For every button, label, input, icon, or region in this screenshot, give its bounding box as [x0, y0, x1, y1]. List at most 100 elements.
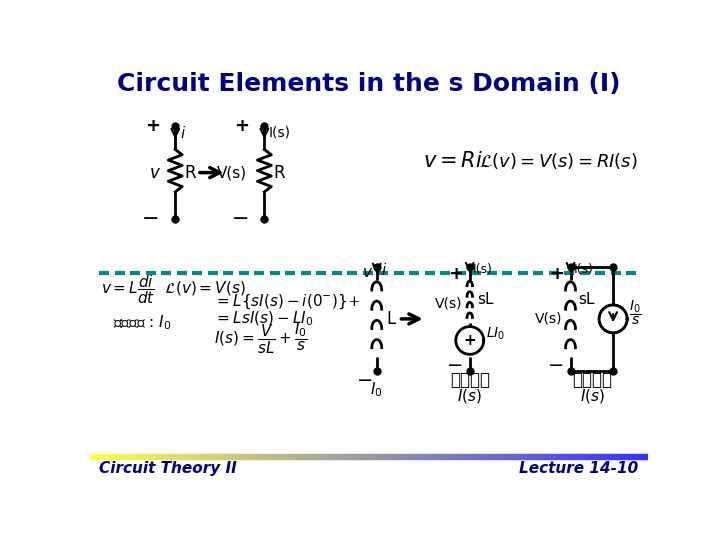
Bar: [354, 454, 355, 459]
Bar: [328, 454, 329, 459]
Bar: [223, 454, 224, 459]
Bar: [248, 454, 249, 459]
Bar: [444, 454, 445, 459]
Bar: [564, 454, 565, 459]
Bar: [487, 454, 488, 459]
Text: V(s): V(s): [217, 165, 248, 180]
Bar: [107, 454, 108, 459]
Bar: [357, 454, 358, 459]
Bar: [558, 454, 559, 459]
Bar: [303, 454, 304, 459]
Bar: [473, 454, 474, 459]
Bar: [263, 454, 264, 459]
Text: $i$: $i$: [180, 125, 186, 140]
Bar: [200, 454, 201, 459]
Bar: [306, 454, 307, 459]
Bar: [114, 454, 116, 459]
Bar: [402, 454, 403, 459]
Bar: [188, 454, 189, 459]
Bar: [161, 454, 162, 459]
Bar: [341, 454, 342, 459]
Bar: [538, 454, 539, 459]
Bar: [183, 454, 184, 459]
Bar: [250, 454, 251, 459]
Bar: [526, 454, 527, 459]
Bar: [125, 454, 126, 459]
Bar: [212, 454, 213, 459]
Bar: [617, 454, 618, 459]
Bar: [205, 454, 206, 459]
Bar: [572, 454, 573, 459]
Bar: [123, 454, 124, 459]
Bar: [118, 454, 119, 459]
Bar: [622, 454, 624, 459]
Bar: [543, 454, 544, 459]
Bar: [216, 454, 217, 459]
Bar: [575, 454, 576, 459]
Bar: [516, 454, 517, 459]
Bar: [569, 454, 570, 459]
Text: sL: sL: [477, 292, 494, 307]
Bar: [380, 454, 381, 459]
Bar: [346, 454, 347, 459]
Bar: [117, 454, 118, 459]
Bar: [506, 454, 507, 459]
Bar: [112, 454, 113, 459]
Bar: [591, 454, 592, 459]
Bar: [352, 454, 353, 459]
Bar: [203, 454, 204, 459]
Bar: [126, 454, 127, 459]
Bar: [497, 454, 498, 459]
Bar: [610, 454, 611, 459]
Bar: [301, 454, 302, 459]
Bar: [438, 454, 439, 459]
Text: 초기전류 : $I_0$: 초기전류 : $I_0$: [113, 313, 171, 332]
Bar: [338, 454, 339, 459]
Bar: [466, 454, 467, 459]
Bar: [127, 454, 128, 459]
Text: Lecture 14-10: Lecture 14-10: [519, 461, 639, 476]
Bar: [595, 454, 596, 459]
Bar: [586, 454, 587, 459]
Text: I(s): I(s): [473, 263, 492, 276]
Bar: [627, 454, 628, 459]
Bar: [521, 454, 522, 459]
Bar: [94, 454, 96, 459]
Bar: [612, 454, 613, 459]
Text: I(s): I(s): [574, 263, 593, 276]
Bar: [407, 454, 408, 459]
Bar: [455, 454, 456, 459]
Bar: [369, 454, 370, 459]
Text: −: −: [447, 356, 464, 375]
Bar: [412, 454, 413, 459]
Text: $I(s)$: $I(s)$: [580, 387, 605, 405]
Bar: [509, 454, 510, 459]
Text: −: −: [143, 209, 160, 229]
Bar: [483, 454, 484, 459]
Text: $v$: $v$: [361, 265, 373, 280]
Bar: [453, 454, 454, 459]
Bar: [496, 454, 497, 459]
Bar: [253, 454, 254, 459]
Bar: [143, 454, 144, 459]
Bar: [171, 454, 172, 459]
Bar: [548, 454, 549, 459]
Bar: [581, 454, 582, 459]
Bar: [577, 454, 578, 459]
Bar: [615, 454, 616, 459]
Bar: [356, 454, 357, 459]
Bar: [446, 454, 447, 459]
Bar: [477, 454, 478, 459]
Bar: [318, 454, 319, 459]
Text: V(s): V(s): [535, 312, 563, 326]
Bar: [422, 454, 423, 459]
Text: $I(s)$: $I(s)$: [457, 387, 482, 405]
Bar: [584, 454, 585, 459]
Bar: [343, 454, 344, 459]
Bar: [525, 454, 526, 459]
Bar: [97, 454, 98, 459]
Bar: [315, 454, 316, 459]
Bar: [571, 454, 572, 459]
Bar: [406, 454, 407, 459]
Bar: [191, 454, 192, 459]
